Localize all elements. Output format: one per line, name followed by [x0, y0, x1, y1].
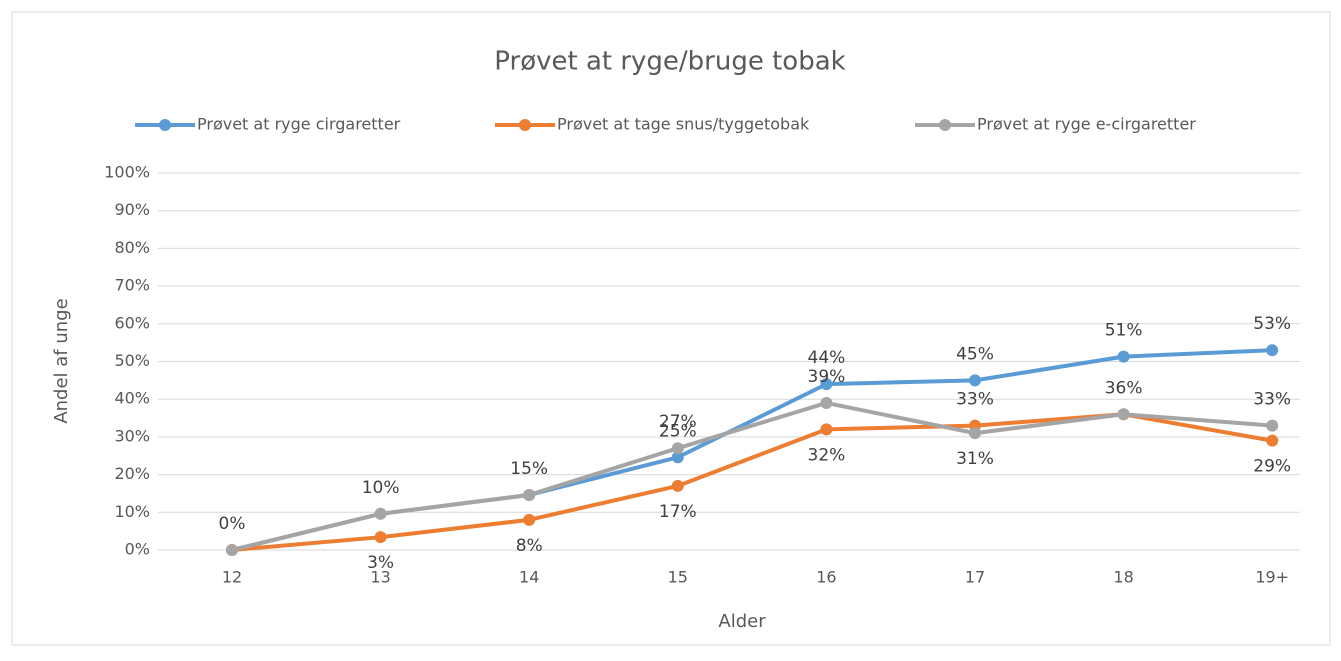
y-tick-label: 80% [114, 238, 150, 257]
x-axis-label: Alder [718, 611, 766, 632]
data-label: 36% [1105, 378, 1143, 398]
data-point [1266, 344, 1279, 357]
data-point [1266, 434, 1279, 447]
y-tick-label: 10% [114, 502, 150, 521]
data-point [226, 544, 238, 556]
data-label: 27% [659, 412, 697, 432]
data-label: 17% [659, 502, 697, 522]
x-tick-label: 17 [965, 568, 985, 587]
data-point [969, 374, 981, 387]
chart-border [11, 11, 1331, 646]
data-label: 53% [1253, 314, 1291, 334]
y-tick-label: 30% [114, 426, 150, 445]
x-tick-label: 14 [519, 568, 539, 587]
x-tick-label: 18 [1113, 568, 1133, 587]
data-point [1266, 419, 1279, 432]
data-label: 3% [367, 553, 394, 573]
data-point [523, 513, 536, 526]
x-tick-label: 12 [222, 568, 242, 587]
data-label: 44% [808, 348, 846, 368]
data-point [820, 378, 833, 391]
y-tick-label: 50% [114, 351, 150, 370]
x-tick-label: 16 [816, 568, 836, 587]
data-point [374, 531, 387, 544]
data-point [820, 396, 833, 409]
series-line [231, 400, 1273, 552]
chart-title: Prøvet at ryge/bruge tobak [494, 47, 845, 77]
y-tick-label: 0% [125, 540, 150, 559]
data-point [523, 488, 536, 501]
legend-label: Prøvet at tage snus/tyggetobak [557, 115, 810, 134]
data-label: 51% [1105, 321, 1143, 341]
data-point [1117, 408, 1130, 421]
data-label: 15% [510, 459, 548, 479]
y-tick-label: 40% [114, 389, 150, 408]
data-point [969, 427, 981, 440]
data-point [1117, 350, 1130, 363]
data-label: 29% [1253, 457, 1291, 477]
y-tick-label: 20% [114, 464, 150, 483]
y-axis-label: Andel af unge [51, 298, 72, 423]
legend-marker [519, 119, 531, 131]
data-label: 0% [219, 514, 246, 534]
data-point [671, 451, 684, 464]
data-label: 31% [956, 449, 994, 469]
legend-marker [159, 119, 171, 131]
y-tick-label: 100% [104, 163, 150, 182]
data-point [671, 442, 684, 455]
data-label: 8% [516, 536, 543, 556]
data-label: 25% [659, 421, 697, 441]
legend-label: Prøvet at ryge e-cirgaretter [977, 115, 1196, 134]
data-label: 39% [808, 367, 846, 387]
legend-marker [939, 119, 951, 131]
y-tick-label: 60% [114, 313, 150, 332]
data-label: 32% [808, 445, 846, 465]
x-tick-label: 19+ [1255, 568, 1289, 587]
x-tick-label: 13 [370, 568, 390, 587]
data-point [671, 479, 684, 492]
data-label: 10% [362, 478, 400, 498]
data-label: 33% [1253, 390, 1291, 410]
y-tick-label: 90% [114, 200, 150, 219]
data-point [374, 507, 387, 520]
y-tick-label: 70% [114, 276, 150, 295]
data-point [820, 423, 833, 436]
legend-label: Prøvet at ryge cirgaretter [197, 115, 401, 134]
x-tick-label: 15 [668, 568, 688, 587]
data-label: 45% [956, 344, 994, 364]
data-label: 33% [956, 390, 994, 410]
